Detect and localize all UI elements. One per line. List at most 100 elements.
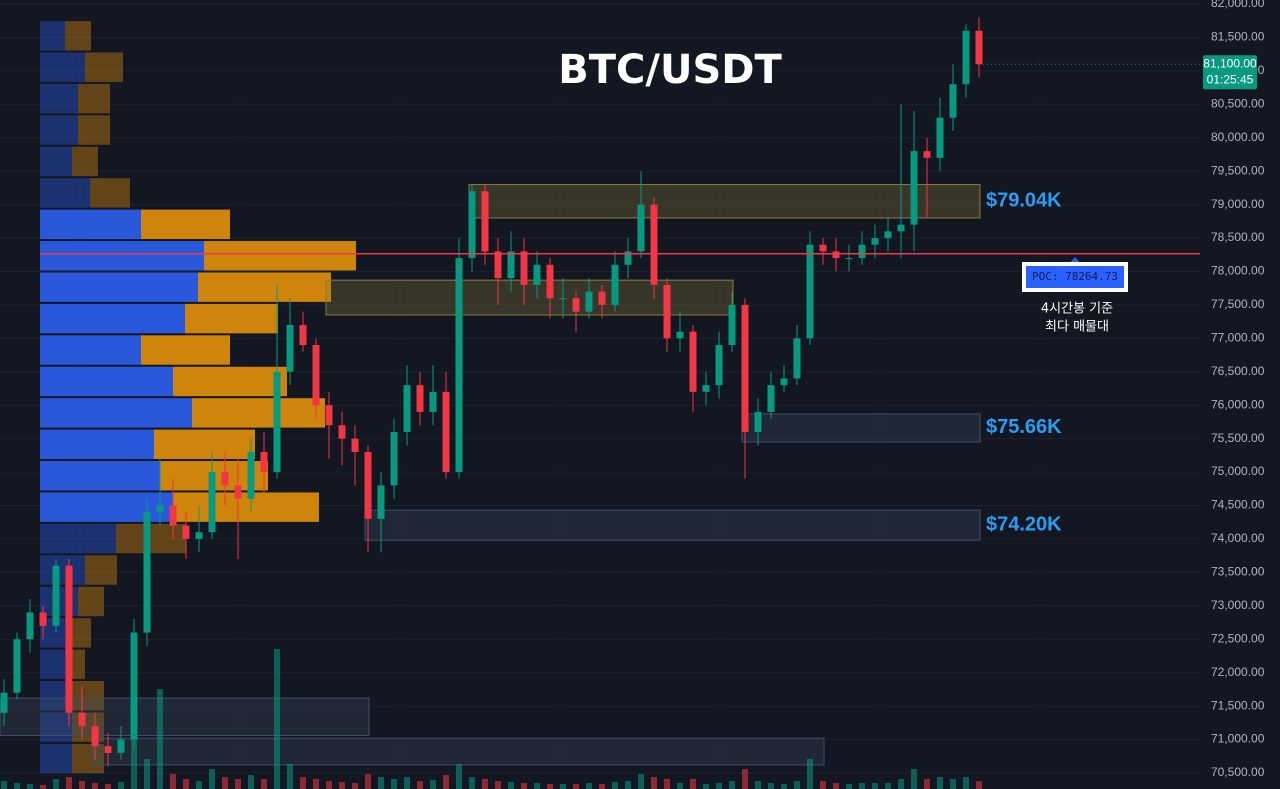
profile-sell [72,146,98,177]
y-tick-label: 79,000.00 [1211,197,1265,211]
profile-sell [72,649,85,680]
profile-sell [141,209,230,240]
candle-body [52,565,60,626]
y-tick-label: 76,500.00 [1211,364,1265,378]
candle-body [858,244,866,259]
candle-body [325,405,333,426]
volume-bar [976,781,982,789]
candle-body [91,726,99,747]
candle-body [481,191,489,252]
volume-bar [261,779,267,789]
profile-buy [40,743,72,774]
volume-bar [183,779,189,789]
poc-label: POC: 78264.73 [1032,270,1118,283]
volume-bar [625,781,631,789]
volume-bar [287,764,293,789]
volume-bar [66,777,72,789]
candle-body [338,425,346,439]
profile-buy [40,335,141,365]
last-price-label: 81,100.00 [1203,56,1257,70]
volume-bar [586,783,592,789]
volume-bar [300,777,306,789]
profile-sell [72,681,104,711]
volume-bar [612,782,618,789]
candle-body [364,452,372,519]
volume-bar [456,764,462,789]
profile-buy [40,21,65,51]
profile-buy [40,272,198,302]
profile-sell [72,743,104,774]
volume-bar [599,784,605,789]
y-tick-label: 75,500.00 [1211,431,1265,445]
candle-body [390,431,398,486]
candle-body [806,244,814,339]
volume-bar [820,781,826,789]
last-price-tag [1203,55,1257,90]
candle-body [442,391,450,473]
candle-body [26,612,34,640]
candle-body [0,692,8,713]
volume-bar [417,781,423,789]
y-tick-label: 70,500.00 [1211,765,1265,779]
candle-body [143,512,151,633]
profile-buy [40,209,141,240]
candle-body [637,204,645,252]
volume-bar [963,777,969,789]
volume-bar [898,779,904,789]
candle-body [377,485,385,519]
volume-bar [742,769,748,789]
volume-bar [677,783,683,789]
candle-body [221,472,229,486]
poc-box [1026,266,1124,288]
candle-body [533,264,541,285]
volume-bar [92,783,98,789]
y-tick-label: 71,500.00 [1211,698,1265,712]
candle-body [819,244,827,252]
volume-bar [521,783,527,789]
candle-body [507,251,515,279]
volume-bar [716,783,722,789]
volume-bar [144,759,150,789]
candle-body [611,264,619,305]
volume-bar [755,781,761,789]
candle-body [624,251,632,265]
candle-body [156,505,164,513]
volume-bar [950,779,956,789]
candle-body [962,30,970,85]
volume-bar [794,781,800,789]
volume-bar [560,784,566,789]
profile-buy [40,83,78,114]
candle-body [767,385,775,412]
volume-bar [469,777,475,789]
volume-bar [534,783,540,789]
candle-body [273,371,281,473]
candle-body [182,525,190,539]
zone [91,737,825,766]
candle-body [195,532,203,539]
volume-bar [40,785,46,789]
volume-bar [326,781,332,789]
candle-body [780,378,788,386]
candle-body [598,291,606,305]
candle-body [689,331,697,392]
volume-bar [846,784,852,789]
candle-body [871,238,879,245]
candle-body [741,304,749,432]
profile-buy [40,146,72,177]
y-tick-label: 74,000.00 [1211,531,1265,545]
profile-sell [65,21,91,51]
profile-buy [40,241,204,271]
candle-body [299,324,307,346]
volume-bar [859,783,865,789]
zone [0,697,370,737]
zone [468,184,981,219]
candle-body [351,438,359,453]
profile-buy [40,178,90,208]
profile-buy [40,398,192,428]
volume-bar [729,781,735,789]
volume-bar [924,779,930,789]
profile-sell [198,272,331,302]
profile-sell [78,586,104,617]
candle-body [715,345,723,386]
candle-body [546,264,554,299]
